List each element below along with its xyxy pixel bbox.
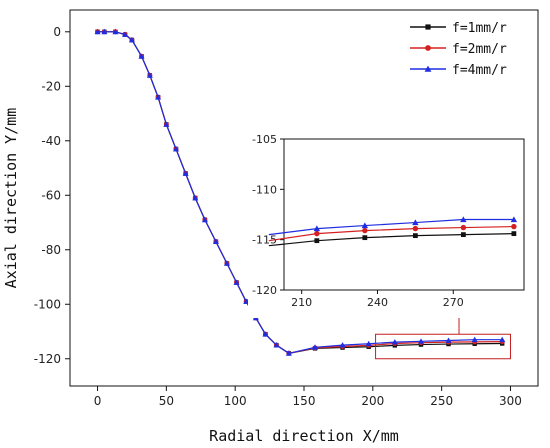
- inset-data-point: [412, 225, 419, 232]
- data-point: [112, 28, 119, 35]
- data-point: [201, 216, 208, 223]
- data-point: [155, 94, 162, 100]
- data-point: [122, 31, 129, 37]
- inset-data-point: [313, 225, 321, 232]
- inset-data-point: [362, 235, 368, 241]
- y-tick-label: -120: [34, 352, 61, 366]
- legend-label: f=1mm/r: [452, 21, 507, 36]
- y-axis-label: Axial direction Y/mm: [2, 108, 20, 289]
- inset-plot: 210 240 270 -105 -110 -115 -120: [248, 129, 536, 335]
- inset-x-tick-label: 240: [367, 296, 388, 309]
- x-axis-label: Radial direction X/mm: [209, 427, 399, 445]
- data-point: [182, 170, 189, 176]
- y-tick-label: 0: [53, 25, 61, 39]
- inset-data-point: [460, 232, 466, 238]
- data-point: [146, 72, 153, 78]
- y-tick-label: -40: [41, 134, 61, 148]
- inset-y-tick-label: -110: [252, 183, 277, 196]
- data-point: [128, 36, 135, 43]
- data-point: [285, 350, 292, 356]
- inset-data-point: [460, 224, 467, 231]
- x-tick-label: 100: [224, 394, 247, 408]
- legend-marker: [425, 45, 431, 51]
- data-point: [94, 28, 101, 35]
- inset-y-tick-label: -105: [252, 133, 277, 146]
- data-point: [163, 121, 170, 127]
- inset-y-tick-label: -115: [252, 234, 277, 247]
- inset-data-point: [314, 238, 320, 244]
- data-point: [273, 342, 280, 348]
- inset-series-2: [268, 223, 517, 242]
- data-point: [138, 53, 145, 59]
- inset-data-point: [314, 230, 320, 237]
- data-point: [172, 145, 179, 152]
- legend: f=1mm/r f=2mm/r f=4mm/r: [404, 16, 534, 84]
- data-point: [223, 260, 230, 266]
- y-tick-label: -60: [41, 188, 61, 202]
- inset-data-point: [511, 223, 517, 230]
- data-point: [262, 331, 269, 337]
- inset-frame: [283, 138, 525, 291]
- inset-x-tick-label: 210: [291, 296, 312, 309]
- y-tick-label: -100: [34, 297, 61, 311]
- zoom-region-box: [375, 333, 511, 360]
- inset-data-point: [511, 231, 517, 237]
- legend-label: f=4mm/r: [452, 63, 507, 78]
- data-point: [101, 28, 108, 35]
- x-tick-label: 0: [94, 394, 102, 408]
- inset-data-point: [412, 219, 419, 226]
- inset-data-point: [362, 227, 368, 234]
- inset-x-tick-label: 270: [443, 296, 464, 309]
- x-tick-label: 150: [293, 394, 316, 408]
- inset-data-point: [510, 216, 518, 223]
- data-point: [445, 337, 452, 343]
- data-point: [499, 336, 506, 343]
- legend-marker: [425, 24, 431, 30]
- inset-series-3: [268, 216, 518, 236]
- data-point: [365, 340, 372, 347]
- x-tick-label: 50: [159, 394, 174, 408]
- series-3: [94, 28, 506, 356]
- data-point: [233, 279, 240, 285]
- data-point: [391, 339, 398, 345]
- x-tick-label: 200: [361, 394, 384, 408]
- x-tick-label: 300: [499, 394, 522, 408]
- inset-series-1: [268, 231, 517, 247]
- inset-data-point: [412, 233, 418, 239]
- data-point: [418, 338, 424, 344]
- y-tick-label: -80: [41, 243, 61, 257]
- legend-entry: f=4mm/r: [410, 63, 507, 78]
- y-tick-label: -20: [41, 79, 61, 93]
- data-point: [212, 238, 219, 244]
- legend-entry: f=2mm/r: [410, 42, 507, 57]
- inset-y-tick-label: -120: [252, 284, 277, 297]
- main-plot: 0 50 100 150 200 250 300 0 -20 -40 -60 -80 -100 -120: [34, 9, 539, 408]
- data-point: [192, 195, 199, 201]
- legend-marker: [424, 65, 432, 72]
- legend-entry: f=1mm/r: [410, 21, 507, 36]
- x-tick-label: 250: [430, 394, 453, 408]
- data-point: [339, 342, 346, 348]
- inset-data-point: [460, 216, 467, 223]
- data-point: [312, 344, 319, 350]
- data-point: [471, 336, 478, 343]
- legend-label: f=2mm/r: [452, 42, 507, 57]
- inset-data-point: [361, 222, 369, 229]
- data-point: [243, 298, 250, 304]
